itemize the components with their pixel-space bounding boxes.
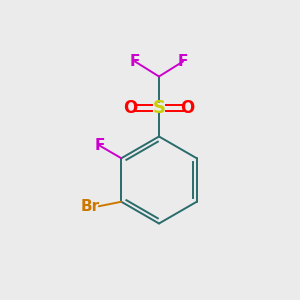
Text: O: O [180, 99, 195, 117]
Text: F: F [130, 54, 140, 69]
Text: S: S [152, 99, 166, 117]
Text: O: O [123, 99, 138, 117]
Text: F: F [178, 54, 188, 69]
Text: F: F [94, 138, 105, 153]
Text: Br: Br [80, 199, 99, 214]
